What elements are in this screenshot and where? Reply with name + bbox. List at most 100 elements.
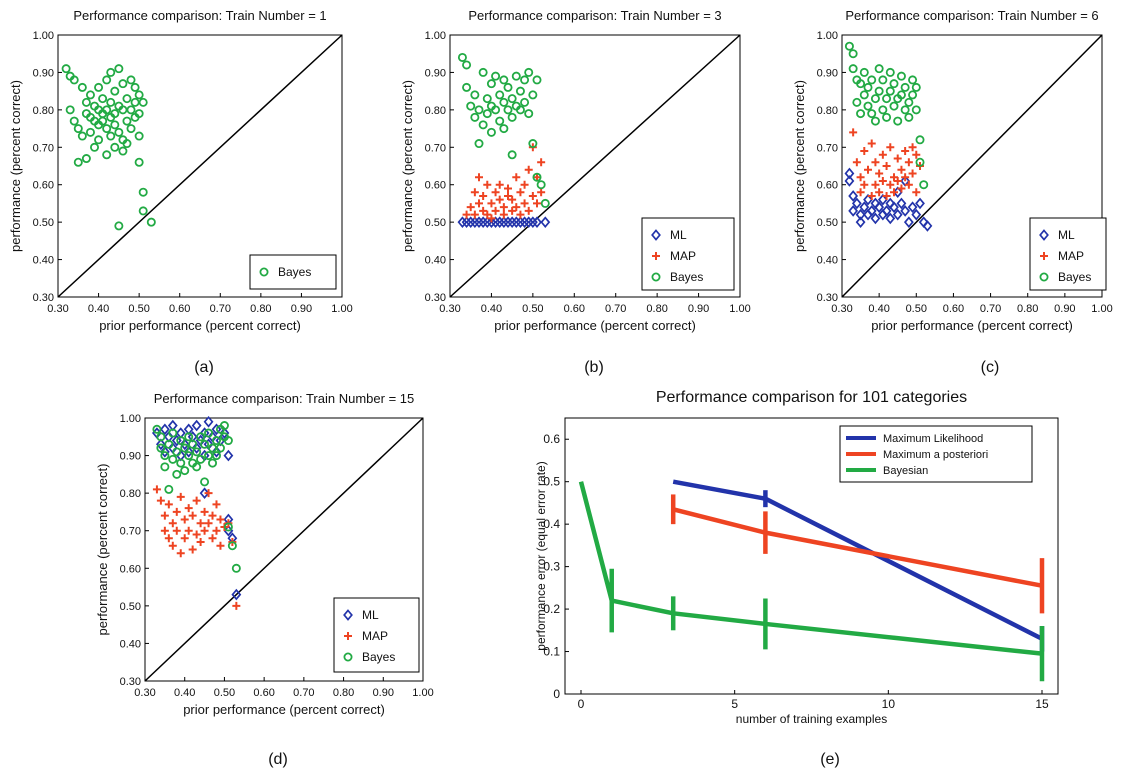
bayes-point [211,451,221,461]
map-point [479,191,488,200]
y-axis-label: performance (percent correct) [400,80,415,252]
map-point [487,214,496,223]
map-point [188,511,197,520]
x-tick-label: 0.60 [169,303,190,315]
map-point [897,184,906,193]
ml-point [231,588,242,601]
bayes-point [482,94,492,104]
bayes-point [126,105,136,115]
map-point [520,199,529,208]
y-tick-label: 0.2 [543,602,560,616]
x-tick-label: 0.60 [564,303,585,315]
y-tick-label: 0.50 [33,217,54,229]
map-point [912,188,921,197]
x-tick-label: 0.30 [439,303,460,315]
map-point [893,154,902,163]
map-point [475,199,483,208]
map-point [164,534,173,543]
panel-sublabel: (d) [268,751,288,768]
bayes-point [90,142,100,152]
bayes-point [515,105,525,115]
x-tick-label: 0.60 [253,687,274,699]
bayes-point [215,443,225,453]
map-point [212,500,221,509]
bayes-point [231,563,241,573]
y-tick-label: 0 [553,687,560,701]
bayes-point [874,86,884,96]
ml-point [211,423,222,436]
bayes-point [122,94,132,104]
bayes-point [219,421,229,431]
x-tick-label: 0.30 [134,687,155,699]
x-tick-label: 0.40 [88,303,109,315]
map-point [196,537,205,546]
legend-label: Bayes [362,650,395,664]
bayes-point [138,97,148,107]
map-point [533,173,541,182]
ml-point [191,419,202,432]
bayes-point [184,432,194,442]
bayes-point [81,154,91,164]
ml-point [903,216,914,228]
map-point [524,206,533,215]
x-tick-label: 0.90 [688,303,709,315]
map-point [901,147,910,156]
ml-point [870,212,881,225]
bayes-point [200,439,210,449]
x-tick-label: 0.90 [1054,303,1075,315]
map-point [504,184,512,193]
bayes-point [81,97,91,107]
bayes-point [528,139,538,149]
legend-box [641,217,735,291]
bayes-point [511,71,521,81]
bayes-point [227,541,237,551]
series-bayesian [578,481,1045,682]
legend-label: MAP [362,629,388,643]
diagonal-line [57,34,343,298]
ml-point [911,208,922,221]
bayes-point [859,67,869,77]
bayes-point [106,97,116,107]
x-tick-label: 0.30 [47,303,68,315]
y-tick-label: 0.6 [543,432,560,446]
map-point [152,485,161,494]
legend: Maximum Likelihood Maximum a posteriori Ba… [839,425,1033,483]
bayes-point [848,64,858,74]
bayes-point [118,146,128,156]
bayes-point [98,116,108,126]
map-point [212,526,221,535]
map-point [901,173,910,182]
x-tick-label: 10 [882,697,896,711]
bayes-point [130,97,140,107]
x-tick-label: 0.70 [980,303,1001,315]
map-point [483,210,492,219]
map-point [156,496,165,505]
y-axis-label: performance (percent correct) [8,80,23,252]
bayes-point [196,432,206,442]
bayes-point [118,105,128,115]
bayes-point [94,82,104,92]
bayes-point [863,101,873,111]
x-tick-label: 0.70 [293,687,314,699]
map-point [875,169,884,178]
bayes-point [184,451,194,461]
map-point [168,519,177,528]
ml-point [155,438,166,451]
ml-point [889,201,899,213]
panel-sublabel: (b) [584,359,604,376]
bayes-point [110,120,120,130]
legend-box [249,254,337,290]
bayes-point [520,97,530,107]
legend: ML MAP Bayes [1029,217,1107,291]
legend-marker-bayes [1039,272,1049,282]
bayes-point [85,90,95,100]
ml-point [892,186,903,199]
map-point [196,519,205,528]
bayes-point [110,142,120,152]
bayes-point [122,116,132,126]
x-tick-label: 1.00 [729,303,750,315]
x-tick-label: 15 [1035,697,1049,711]
ml-point [199,487,210,499]
legend: Bayes [249,254,337,290]
map-point [172,526,181,535]
